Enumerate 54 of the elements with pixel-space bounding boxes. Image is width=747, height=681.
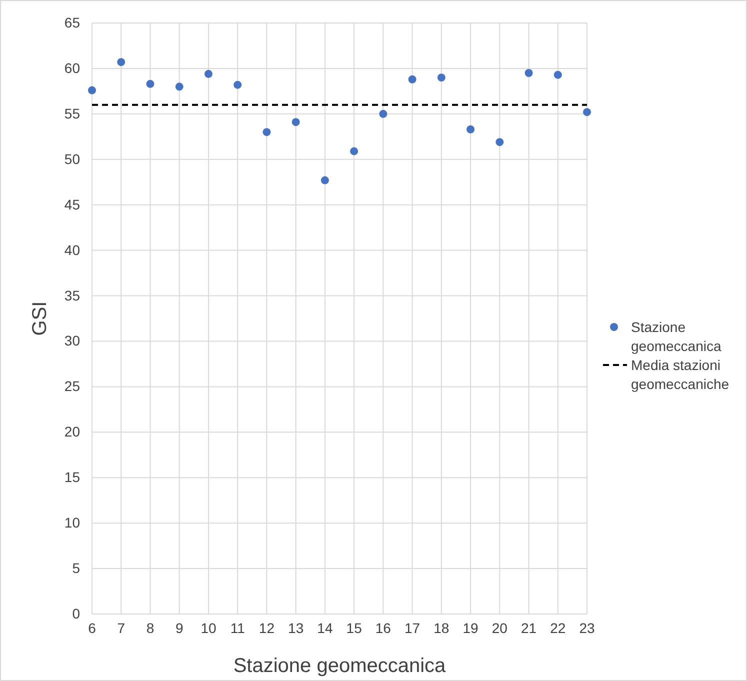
x-tick-label: 12 — [258, 620, 275, 636]
y-axis-title: GSI — [29, 301, 51, 336]
y-tick-label: 20 — [64, 424, 80, 440]
x-tick-label: 15 — [346, 620, 362, 636]
y-tick-label: 15 — [64, 469, 80, 486]
point — [350, 147, 358, 156]
point — [554, 70, 562, 79]
point — [379, 110, 388, 118]
legend-label: Stazione geomeccanica — [631, 319, 722, 354]
x-tick-label: 11 — [230, 620, 246, 636]
point — [146, 80, 154, 88]
y-tick-label: 55 — [64, 105, 80, 122]
y-tick-label: 5 — [72, 560, 80, 576]
y-tick-label: 35 — [64, 287, 80, 304]
x-tick-label: 20 — [492, 620, 508, 636]
point — [466, 125, 475, 134]
x-tick-label: 21 — [520, 620, 537, 636]
y-tick-label: 0 — [72, 605, 80, 622]
point — [234, 80, 242, 89]
point — [88, 86, 96, 94]
y-tick-label: 45 — [64, 196, 80, 212]
point — [583, 108, 591, 116]
x-tick-label: 13 — [288, 620, 304, 636]
y-tick-label: 50 — [64, 150, 80, 167]
y-tick-label: 65 — [64, 14, 80, 30]
point — [437, 74, 446, 82]
y-tick-label: 40 — [64, 242, 80, 258]
x-tick-label: 10 — [200, 620, 216, 636]
x-axis-title: Stazione geomeccanica — [233, 655, 447, 677]
x-tick-label: 7 — [117, 620, 126, 636]
x-tick-label: 19 — [462, 620, 479, 636]
x-tick-label: 8 — [146, 620, 154, 636]
y-tick-label: 10 — [64, 514, 80, 531]
point — [262, 128, 271, 136]
y-tick-label: 60 — [64, 60, 80, 76]
x-tick-label: 6 — [88, 620, 96, 636]
x-tick-label: 9 — [175, 620, 184, 636]
point — [524, 69, 533, 77]
y-tick-label: 30 — [64, 332, 80, 349]
point — [204, 70, 212, 78]
point — [117, 58, 126, 66]
point — [175, 82, 184, 91]
x-tick-label: 17 — [404, 620, 420, 636]
point — [320, 176, 329, 184]
x-tick-label: 16 — [375, 620, 392, 636]
x-tick-label: 23 — [579, 620, 595, 636]
x-tick-label: 18 — [434, 620, 450, 636]
point — [408, 75, 416, 84]
legend-label: Media stazioni geomeccaniche — [631, 357, 730, 392]
x-tick-label: 14 — [317, 620, 333, 636]
point — [496, 138, 504, 146]
y-tick-label: 25 — [64, 378, 80, 394]
x-tick-label: 22 — [550, 620, 566, 636]
point — [292, 118, 300, 126]
